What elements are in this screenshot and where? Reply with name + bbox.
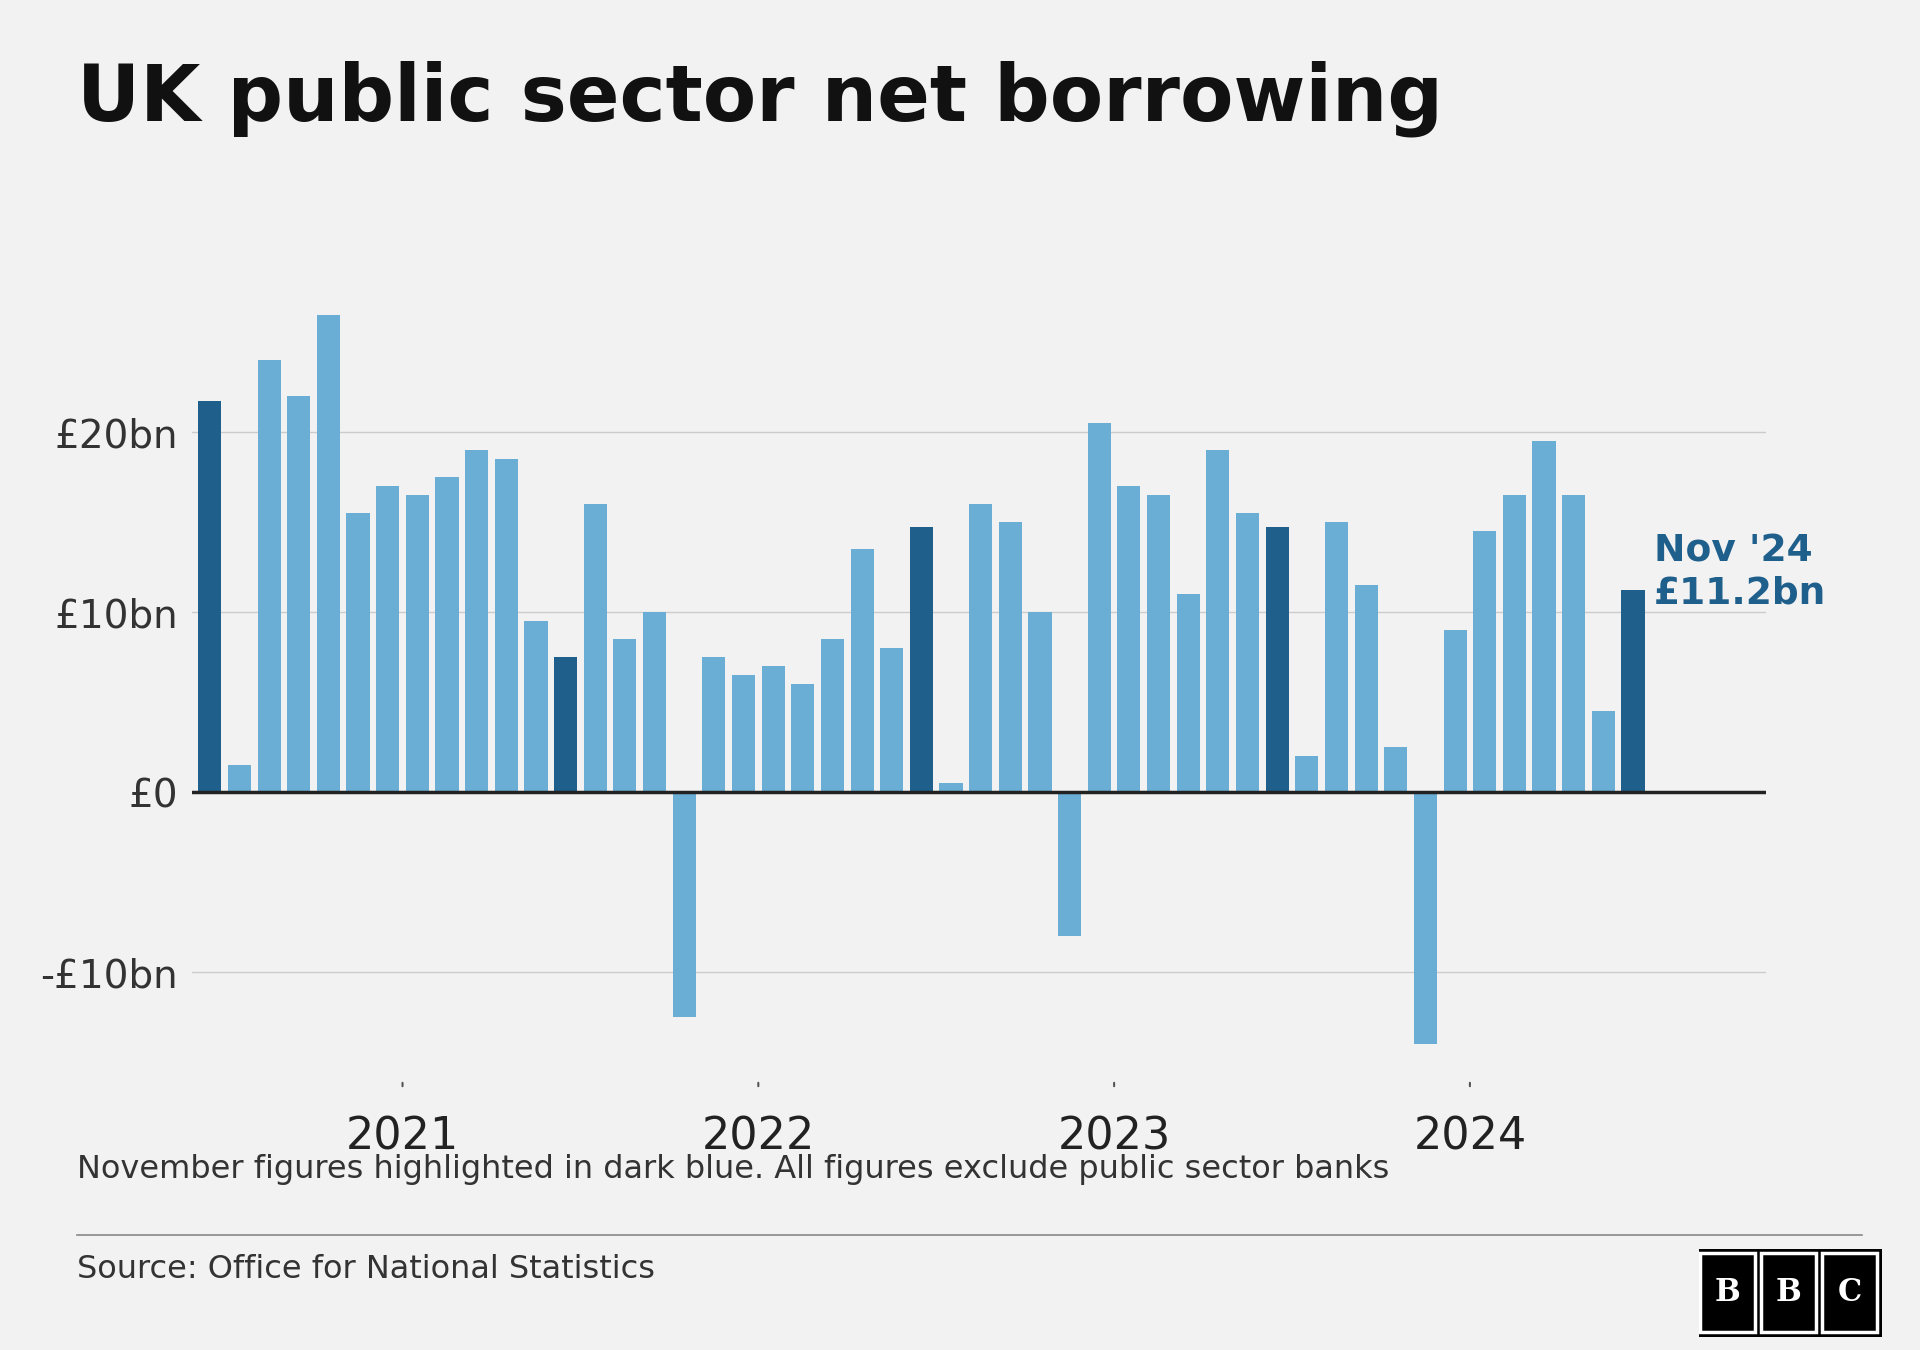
Bar bbox=[939, 783, 962, 792]
Bar bbox=[1117, 486, 1140, 792]
Text: UK public sector net borrowing: UK public sector net borrowing bbox=[77, 61, 1442, 138]
Bar bbox=[791, 684, 814, 792]
Text: November figures highlighted in dark blue. All figures exclude public sector ban: November figures highlighted in dark blu… bbox=[77, 1154, 1390, 1185]
Bar bbox=[970, 504, 993, 792]
Bar bbox=[643, 612, 666, 792]
Bar bbox=[198, 401, 221, 792]
Bar bbox=[732, 675, 755, 792]
Bar bbox=[228, 765, 252, 792]
Bar bbox=[672, 792, 695, 1017]
Bar bbox=[1236, 513, 1260, 792]
Bar bbox=[524, 621, 547, 792]
Bar bbox=[405, 495, 428, 792]
Bar bbox=[1563, 495, 1586, 792]
Bar bbox=[1532, 441, 1555, 792]
Bar bbox=[317, 315, 340, 792]
Bar bbox=[288, 396, 311, 792]
Bar bbox=[257, 360, 280, 792]
Bar bbox=[1146, 495, 1169, 792]
Bar bbox=[376, 486, 399, 792]
Bar bbox=[1029, 612, 1052, 792]
Bar bbox=[1058, 792, 1081, 936]
Bar bbox=[1089, 423, 1112, 792]
Bar bbox=[879, 648, 902, 792]
Bar bbox=[703, 657, 726, 792]
Bar bbox=[1503, 495, 1526, 792]
Text: C: C bbox=[1837, 1277, 1862, 1308]
Text: B: B bbox=[1715, 1277, 1741, 1308]
Bar bbox=[998, 522, 1021, 792]
Bar bbox=[346, 513, 371, 792]
Text: 2023: 2023 bbox=[1058, 1116, 1171, 1160]
Bar bbox=[555, 657, 578, 792]
Bar bbox=[910, 528, 933, 792]
Bar bbox=[1701, 1253, 1755, 1332]
Bar bbox=[1822, 1253, 1876, 1332]
Bar bbox=[1356, 585, 1379, 792]
Text: 2022: 2022 bbox=[701, 1116, 814, 1160]
Text: B: B bbox=[1776, 1277, 1801, 1308]
Bar bbox=[612, 639, 636, 792]
Bar bbox=[436, 477, 459, 792]
Text: Nov '24
£11.2bn: Nov '24 £11.2bn bbox=[1653, 533, 1826, 612]
Bar bbox=[1206, 450, 1229, 792]
Text: Source: Office for National Statistics: Source: Office for National Statistics bbox=[77, 1254, 655, 1284]
Bar bbox=[1413, 792, 1436, 1044]
Text: 2021: 2021 bbox=[346, 1116, 459, 1160]
Bar bbox=[1473, 531, 1496, 792]
Bar bbox=[1265, 528, 1288, 792]
Bar bbox=[465, 450, 488, 792]
Bar bbox=[1620, 590, 1645, 792]
Bar bbox=[1592, 711, 1615, 792]
Text: 2024: 2024 bbox=[1413, 1116, 1526, 1160]
Bar bbox=[1296, 756, 1319, 792]
Bar bbox=[762, 666, 785, 792]
Bar bbox=[1177, 594, 1200, 792]
Bar bbox=[851, 549, 874, 792]
Bar bbox=[1761, 1253, 1816, 1332]
Bar bbox=[1444, 630, 1467, 792]
Bar bbox=[822, 639, 845, 792]
Bar bbox=[1384, 747, 1407, 792]
Bar bbox=[495, 459, 518, 792]
Bar bbox=[584, 504, 607, 792]
Bar bbox=[1325, 522, 1348, 792]
